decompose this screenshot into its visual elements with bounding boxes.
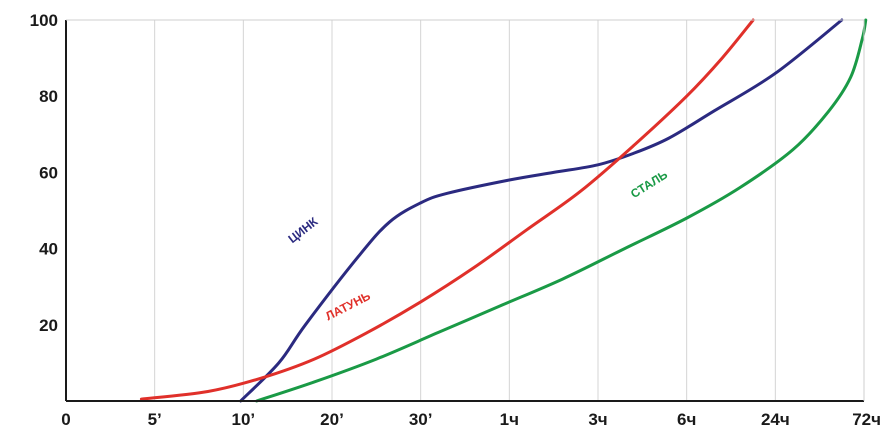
y-tick-label: 40 — [39, 240, 58, 259]
x-tick-label: 0 — [61, 410, 70, 429]
x-tick-label: 30’ — [409, 410, 433, 429]
series-line-zinc — [239, 18, 844, 403]
y-tick-label: 60 — [39, 163, 58, 182]
x-tick-label: 24ч — [761, 410, 790, 429]
x-tick-label: 1ч — [500, 410, 519, 429]
series-line-steel — [255, 18, 868, 403]
x-tick-label: 72ч — [852, 410, 881, 429]
y-tick-label: 20 — [39, 316, 58, 335]
series-line-brass — [139, 18, 755, 401]
y-tick-label: 100 — [30, 11, 58, 30]
frame-layer — [65, 19, 865, 402]
series-label-steel: СТАЛЬ — [628, 167, 670, 201]
y-tick-label: 80 — [39, 87, 58, 106]
series-label-zinc: ЦИНК — [285, 214, 320, 246]
grid-layer — [154, 20, 776, 401]
x-tick-label: 5’ — [148, 410, 162, 429]
x-tick-label: 10’ — [232, 410, 256, 429]
x-tick-label: 20’ — [320, 410, 344, 429]
series-layer — [139, 18, 868, 403]
tick-layer: 0 5’ 10’ 20’ 30’ 1ч 3ч 6ч 24ч 72ч 20 40 60 80 100 — [30, 11, 881, 429]
x-tick-label: 3ч — [588, 410, 607, 429]
x-tick-label: 6ч — [677, 410, 696, 429]
